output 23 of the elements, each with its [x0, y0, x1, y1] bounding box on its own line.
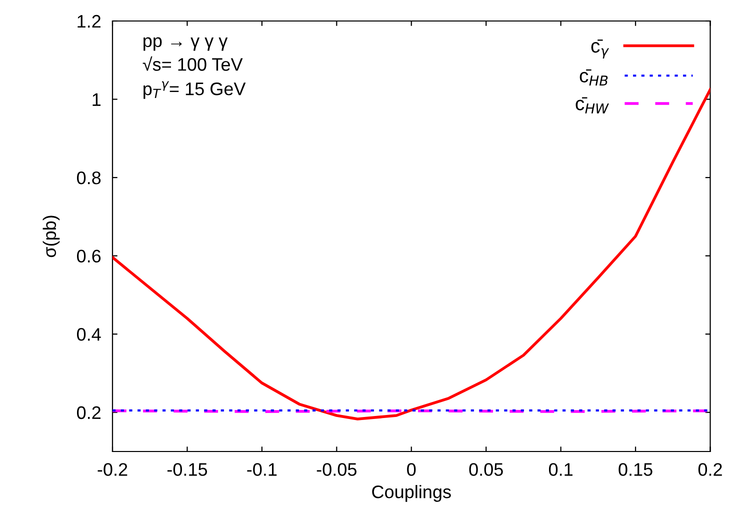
- legend-label: c̄$_{HW}$: [576, 97, 609, 114]
- x-tick-label: -0.2: [98, 463, 128, 476]
- y-tick-label: 0.4: [76, 328, 101, 341]
- annotation: pp → γ γ γ: [144, 37, 228, 51]
- x-tick-label: 0.1: [548, 463, 572, 476]
- x-tick-label: 0.05: [469, 463, 503, 476]
- x-axis-title: Couplings: [372, 485, 451, 502]
- x-tick-label: -0.15: [167, 463, 208, 476]
- y-tick-label: 1: [92, 93, 101, 106]
- x-tick-label: -0.05: [316, 463, 356, 476]
- legend-label: c̄$_{HB}$: [580, 69, 608, 86]
- y-axis-title: σ(pb): [42, 216, 60, 258]
- annotation: p$_{T}$$^{γ}$= 15 GeV: [144, 81, 246, 99]
- legend-label: c̄$_{γ}$: [591, 40, 610, 59]
- y-tick-label: 0.6: [76, 250, 101, 263]
- y-tick-label: 0.2: [76, 406, 100, 420]
- annotation: √s= 100 TeV: [142, 56, 243, 71]
- y-tick-label: 1.2: [78, 14, 100, 28]
- x-tick-label: 0: [407, 463, 416, 476]
- x-tick-label: 0.2: [698, 463, 722, 476]
- x-tick-label: 0.15: [618, 463, 652, 476]
- x-tick-label: -0.1: [247, 463, 277, 476]
- y-tick-label: 0.8: [76, 171, 101, 184]
